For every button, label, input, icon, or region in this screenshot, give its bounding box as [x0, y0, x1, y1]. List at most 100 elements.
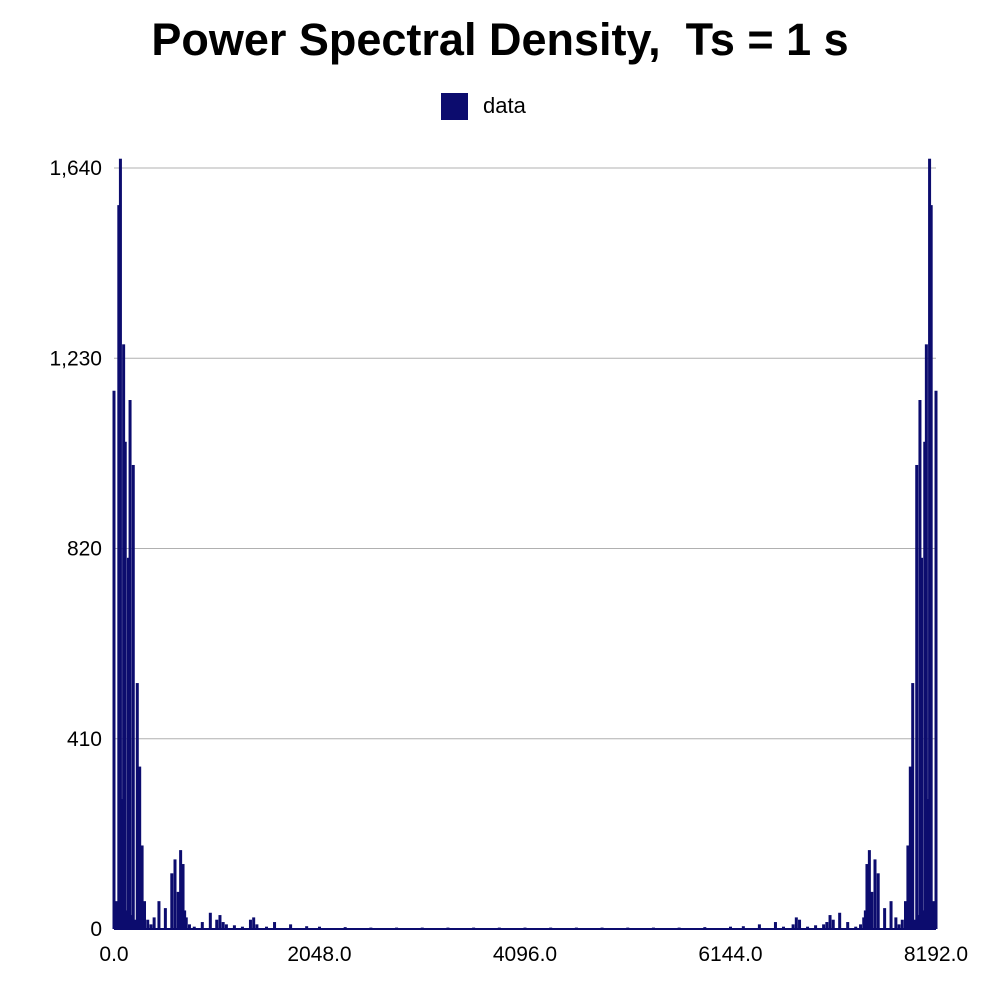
psd-bar-low: [152, 917, 156, 929]
legend-swatch-data: [441, 92, 468, 120]
psd-bar-low: [497, 927, 501, 929]
y-tick-label: 1,230: [49, 347, 102, 370]
psd-bar-high: [814, 925, 818, 929]
psd-bar-high: [865, 864, 869, 929]
psd-bar-low: [248, 919, 252, 929]
psd-bar-high: [846, 922, 850, 929]
psd-bar-low: [446, 927, 450, 929]
psd-bar-low: [395, 927, 399, 929]
psd-bar-high: [729, 926, 732, 929]
psd-bar-low: [240, 926, 244, 929]
psd-bar-low: [472, 927, 476, 929]
y-tick-label: 820: [67, 538, 102, 561]
psd-bar-high: [828, 915, 832, 929]
psd-bar-high: [600, 927, 604, 929]
psd-bar-low: [163, 908, 167, 929]
psd-bar-low: [126, 557, 130, 929]
psd-bar-high: [934, 390, 938, 930]
psd-bar-low: [118, 158, 122, 930]
psd-bar-low: [255, 924, 259, 929]
psd-bar-low: [232, 925, 236, 929]
psd-bar-low: [122, 344, 126, 930]
psd-bar-high: [822, 924, 826, 929]
psd-bar-low: [181, 864, 185, 929]
psd-bar-low: [215, 919, 219, 929]
psd-bar-low: [289, 924, 293, 929]
psd-bar-low: [131, 464, 135, 929]
legend-label-data: data: [483, 93, 526, 118]
psd-bar-low: [305, 926, 309, 929]
psd-bar-low: [133, 919, 137, 929]
x-tick-label: 4096.0: [493, 943, 557, 966]
psd-bar-high: [574, 927, 578, 929]
tick-labels: 0 410 820 1,230 1,640 0.0 2048.0 4096.0 6144.0 81…: [49, 157, 968, 966]
psd-bar-low: [523, 927, 527, 929]
psd-bar-low: [192, 926, 196, 929]
psd-bar-low: [135, 683, 139, 929]
psd-bar-high: [923, 441, 927, 929]
psd-bar-high: [806, 926, 810, 929]
psd-bar-high: [798, 919, 802, 929]
psd-bar-low: [157, 901, 161, 929]
psd-bar-high: [932, 901, 936, 929]
psd-bar-low: [369, 927, 373, 929]
psd-bar-high: [894, 917, 898, 929]
psd-bar-low: [143, 901, 147, 929]
psd-bar-low: [218, 915, 222, 929]
psd-bar-high: [870, 891, 874, 929]
psd-bar-high: [883, 908, 887, 929]
chart-title: Power Spectral Density, Ts = 1 s: [151, 14, 849, 65]
psd-bar-low: [343, 927, 347, 929]
psd-bar-high: [549, 927, 553, 929]
psd-bar-low: [221, 922, 225, 929]
psd-bar-low: [117, 205, 121, 929]
psd-bar-low: [146, 919, 150, 929]
psd-bar-high: [921, 910, 925, 929]
x-tick-label: 6144.0: [698, 943, 762, 966]
psd-bar-high: [920, 557, 924, 929]
psd-bar-high: [757, 924, 761, 929]
psd-bar-high: [900, 919, 904, 929]
psd-bar-high: [889, 901, 893, 929]
psd-bar-high: [741, 926, 745, 929]
y-tick-label: 0: [90, 918, 102, 941]
y-tick-label: 410: [67, 728, 102, 751]
psd-bar-high: [794, 917, 798, 929]
psd-bar-high: [929, 205, 933, 929]
psd-bar-low: [128, 400, 132, 929]
psd-bar-high: [911, 683, 915, 929]
psd-bar-high: [876, 873, 880, 929]
psd-bar-high: [903, 901, 907, 929]
psd-bar-high: [791, 924, 795, 929]
psd-bar-high: [863, 910, 867, 929]
psd-bar-low: [112, 390, 116, 930]
psd-bar-low: [224, 924, 228, 929]
psd-bar-high: [897, 924, 901, 929]
psd-bar-low: [273, 922, 277, 929]
psd-bars: [112, 158, 938, 930]
psd-bar-high: [859, 924, 863, 929]
psd-bar-low: [183, 910, 187, 929]
psd-bar-high: [916, 915, 920, 929]
psd-bar-high: [873, 859, 877, 929]
psd-bar-high: [918, 400, 922, 929]
psd-bar-low: [149, 924, 153, 929]
psd-bar-low: [114, 901, 118, 929]
psd-bar-low: [130, 915, 134, 929]
y-tick-label: 1,640: [49, 157, 102, 180]
psd-bar-high: [928, 158, 932, 930]
x-tick-label: 8192.0: [904, 943, 968, 966]
psd-bar-high: [651, 927, 655, 929]
psd-bar-low: [140, 845, 144, 929]
psd-bar-low: [200, 922, 204, 929]
psd-bar-low: [173, 859, 177, 929]
psd-bar-high: [906, 845, 910, 929]
psd-bar-high: [703, 927, 707, 929]
psd-bar-high: [913, 919, 917, 929]
psd-bar-low: [120, 799, 124, 929]
psd-bar-low: [420, 927, 424, 929]
psd-bar-high: [862, 917, 866, 929]
psd-bar-low: [176, 891, 180, 929]
psd-bar-high: [781, 926, 785, 929]
psd-bar-high: [926, 799, 930, 929]
